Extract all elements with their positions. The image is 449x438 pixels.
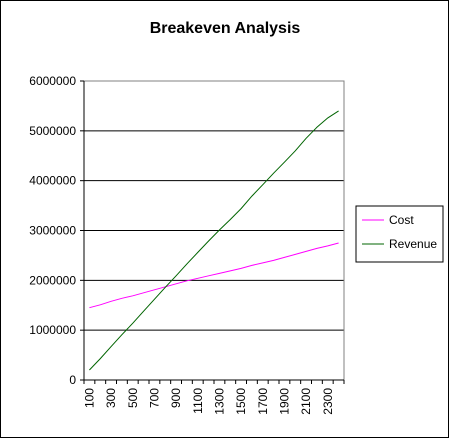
legend-label-cost: Cost	[389, 213, 414, 227]
gridlines	[84, 80, 344, 331]
x-tick-label: 2300	[321, 388, 335, 415]
x-tick-labels: 100 300 500 700 900 1100 1300 1500 1700 1900 2100 2…	[82, 388, 334, 415]
legend: Cost Revenue	[355, 205, 444, 263]
x-tick-label: 1500	[234, 388, 248, 415]
x-tick-label: 1900	[277, 388, 291, 415]
x-tick-label: 100	[82, 388, 96, 408]
legend-label-revenue: Revenue	[389, 237, 437, 251]
x-tick-label: 1700	[256, 388, 270, 415]
x-tick-label: 700	[147, 388, 161, 408]
x-tick-label: 2100	[299, 388, 313, 415]
y-tick-label: 2000000	[29, 273, 76, 287]
chart-title: Breakeven Analysis	[150, 20, 301, 37]
series-lines	[89, 110, 339, 371]
series-line-cost	[89, 242, 339, 309]
axes	[80, 80, 345, 384]
y-tick-label: 1000000	[29, 323, 76, 337]
y-tick-labels: 0 1000000 2000000 3000000 4000000 5000000 6000…	[29, 74, 76, 387]
y-tick-label: 0	[69, 373, 76, 387]
x-tick-label: 1100	[191, 388, 205, 414]
x-tick-label: 1300	[212, 388, 226, 415]
y-tick-label: 5000000	[29, 124, 76, 138]
y-tick-label: 3000000	[29, 224, 76, 238]
series-line-revenue	[89, 110, 339, 371]
y-tick-label: 6000000	[29, 74, 76, 88]
y-tick-label: 4000000	[29, 174, 76, 188]
x-tick-label: 900	[169, 388, 183, 408]
legend-box	[355, 205, 444, 263]
x-tick-label: 500	[126, 388, 140, 408]
x-tick-label: 300	[104, 388, 118, 408]
